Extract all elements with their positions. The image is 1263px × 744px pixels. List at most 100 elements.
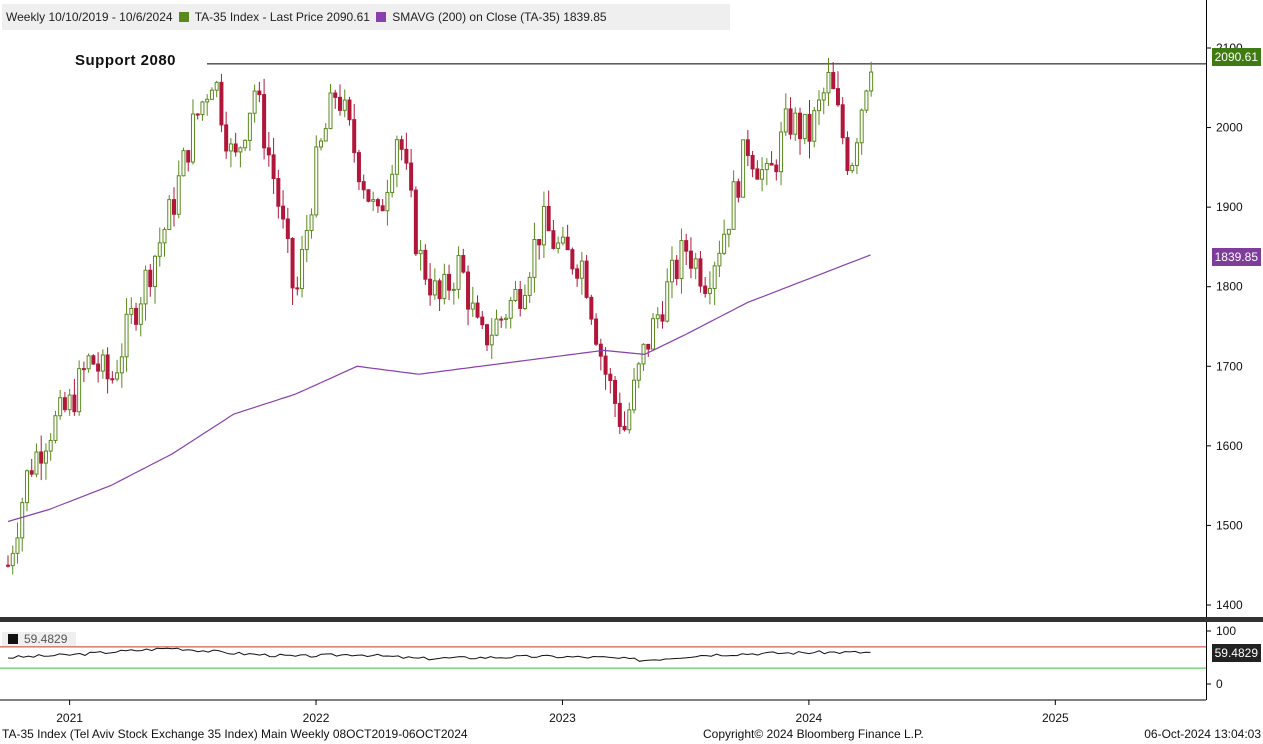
candle-body [20, 502, 25, 539]
candle-body [295, 287, 300, 290]
y-tick-label: 1600 [1216, 439, 1243, 453]
candle-body [375, 199, 380, 207]
rsi-tick-label: 100 [1216, 624, 1236, 638]
candle-body [769, 162, 774, 166]
candle-body [43, 450, 48, 464]
candle-body [726, 228, 731, 235]
candle-body [81, 368, 86, 371]
candle-body [541, 205, 546, 246]
candle-body [153, 255, 158, 287]
candle-body [859, 109, 864, 144]
candle-body [6, 564, 10, 567]
candle-body [53, 415, 58, 441]
candle-body [807, 113, 812, 142]
axis-layer: 1400150016001700180019002000210020212022… [56, 41, 1243, 725]
candle-body [271, 154, 276, 180]
candle-body [266, 147, 271, 156]
candle-body [413, 189, 418, 255]
candle-body [304, 230, 309, 251]
candle-body [423, 249, 428, 280]
candle-body [494, 318, 499, 336]
candle-body [67, 394, 72, 411]
y-tick-label: 2000 [1216, 121, 1243, 135]
candle-body [788, 108, 793, 135]
candle-body [475, 302, 480, 318]
candle-body [62, 397, 67, 411]
candle-body [764, 162, 769, 171]
candle-body [171, 199, 176, 215]
footer-instrument: TA-35 Index (Tel Aviv Stock Exchange 35 … [2, 727, 468, 741]
candle-body [100, 354, 105, 372]
candle-body [646, 343, 651, 350]
candle-body [319, 140, 324, 148]
candle-body [15, 537, 20, 554]
candle-body [342, 99, 347, 111]
candle-body [10, 552, 15, 567]
candle-body [247, 112, 252, 141]
candle-body [176, 175, 181, 215]
candle-body [110, 378, 115, 381]
panel-divider [0, 617, 1263, 622]
candle-body [627, 409, 632, 431]
candle-body [831, 71, 836, 90]
rsi-legend: 59.4829 [2, 632, 76, 646]
price-panel-bg [0, 0, 1206, 617]
candle-body [655, 314, 660, 320]
candle-body [309, 214, 314, 232]
candle-body [456, 255, 461, 290]
candle-body [674, 259, 679, 280]
candle-body [651, 318, 656, 350]
candle-body [409, 162, 414, 191]
candle-body [390, 173, 395, 193]
legend-series-price: TA-35 Index - Last Price 2090.61 [178, 10, 370, 24]
candle-body [214, 81, 219, 91]
candle-body [532, 239, 537, 278]
candle-body [537, 239, 542, 246]
candle-body [77, 368, 82, 413]
candle-body [741, 139, 746, 198]
candle-body [826, 71, 831, 94]
x-tick-label: 2022 [303, 711, 330, 725]
candle-body [783, 108, 788, 133]
candle-body [451, 288, 456, 291]
candle-body [124, 313, 129, 358]
candle-body [333, 92, 338, 98]
candle-body [556, 242, 561, 249]
candle-body [281, 205, 286, 220]
candle-body [115, 372, 120, 380]
candle-body [34, 451, 39, 475]
sma-swatch-icon [375, 12, 386, 22]
footer-copyright: Copyright© 2024 Bloomberg Finance L.P. [703, 727, 924, 741]
plot-frame [0, 0, 1263, 701]
candle-body [300, 249, 305, 290]
candle-body [840, 104, 845, 139]
candle-body [190, 113, 195, 163]
sma-line [7, 254, 871, 523]
candle-body [470, 302, 475, 310]
candle-body [812, 110, 817, 142]
candle-body [750, 154, 755, 170]
candle-body [285, 218, 290, 239]
candle-body [722, 233, 727, 254]
candle-body [119, 356, 124, 374]
candle-body [181, 150, 186, 177]
footer-timestamp: 06-Oct-2024 13:04:03 [1144, 727, 1261, 741]
candle-body [575, 268, 580, 279]
candle-body [546, 205, 551, 232]
candle-body [461, 255, 466, 273]
candle-body [845, 137, 850, 172]
candle-body [489, 334, 494, 346]
candle-body [551, 230, 556, 249]
x-tick-label: 2025 [1042, 711, 1069, 725]
candle-body [356, 152, 361, 183]
candle-body [603, 355, 608, 375]
candle-body [167, 199, 172, 230]
candle-body [257, 90, 262, 96]
rsi-value-tag: 59.4829 [1211, 644, 1261, 662]
candle-body [608, 373, 613, 381]
candle-body [200, 101, 205, 116]
candle-body [39, 451, 44, 464]
candle-body [513, 289, 518, 301]
candle-body [570, 249, 575, 270]
